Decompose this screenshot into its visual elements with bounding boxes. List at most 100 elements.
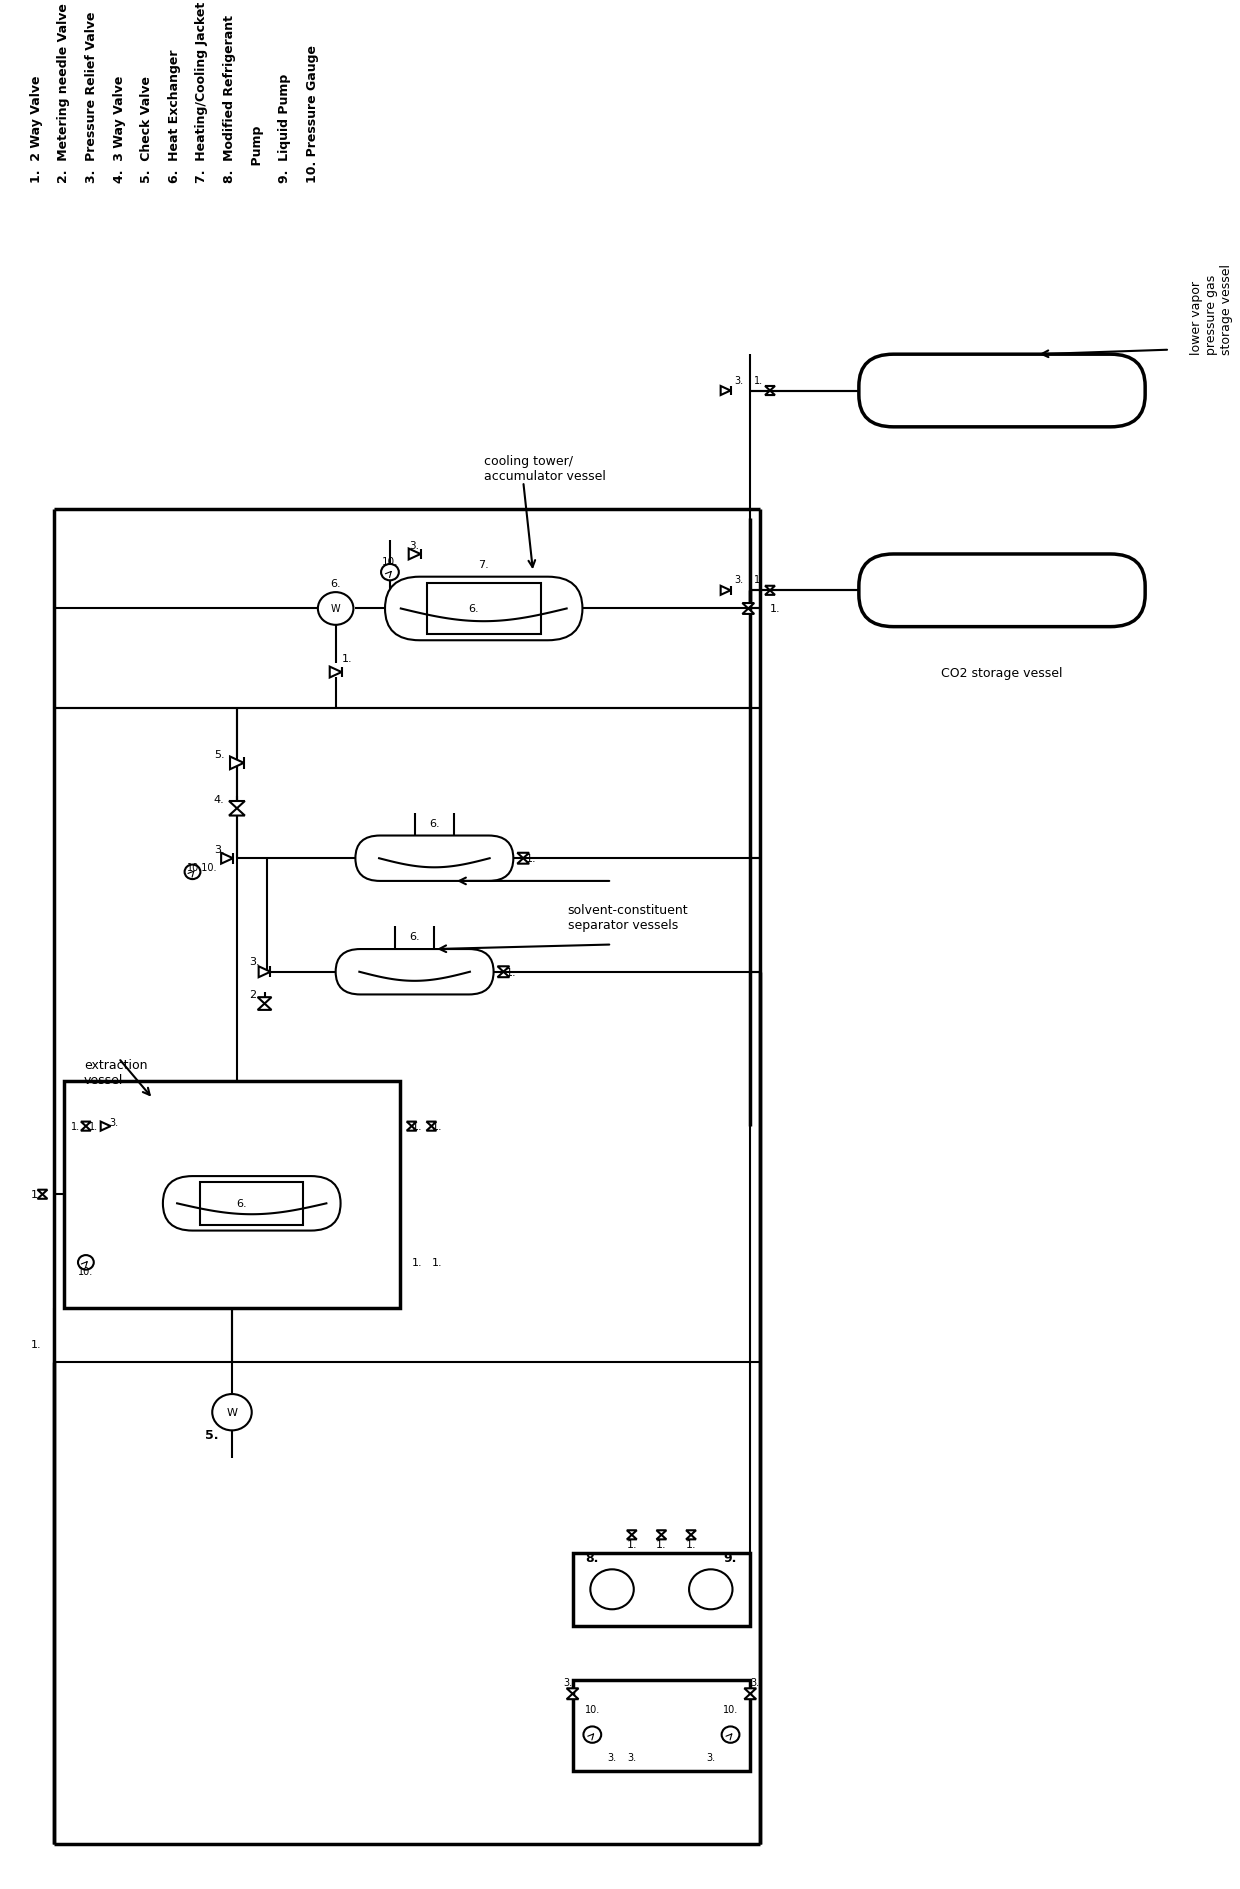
Circle shape: [185, 865, 201, 880]
Polygon shape: [765, 391, 775, 397]
Polygon shape: [743, 608, 754, 614]
Text: 7.: 7.: [479, 559, 489, 570]
Text: 10.: 10.: [585, 1704, 600, 1715]
Polygon shape: [765, 591, 775, 595]
FancyBboxPatch shape: [336, 950, 494, 996]
Text: 2.  Metering needle Valve: 2. Metering needle Valve: [57, 2, 71, 183]
Text: 3.: 3.: [627, 1753, 636, 1762]
Polygon shape: [37, 1190, 47, 1194]
FancyBboxPatch shape: [859, 555, 1146, 627]
Polygon shape: [427, 1122, 436, 1126]
Text: 6.: 6.: [469, 604, 479, 614]
Polygon shape: [567, 1689, 579, 1694]
Polygon shape: [100, 1122, 110, 1132]
Text: 1.: 1.: [526, 854, 537, 863]
Polygon shape: [407, 1126, 417, 1132]
Text: 9.: 9.: [724, 1551, 738, 1564]
Text: 3.: 3.: [109, 1116, 118, 1128]
Text: 4.: 4.: [213, 795, 224, 805]
Polygon shape: [229, 808, 244, 816]
Text: 4.  3 Way Valve: 4. 3 Way Valve: [113, 76, 125, 183]
Text: 1.: 1.: [754, 574, 763, 586]
Text: 1.: 1.: [626, 1540, 637, 1549]
Text: 6.: 6.: [237, 1200, 247, 1209]
Polygon shape: [656, 1530, 666, 1536]
Polygon shape: [686, 1530, 696, 1536]
Text: 3.  Pressure Relief Valve: 3. Pressure Relief Valve: [84, 11, 98, 183]
Polygon shape: [81, 1122, 91, 1126]
Bar: [64, 1081, 399, 1307]
Text: 3.: 3.: [734, 376, 743, 385]
Text: lower vapor
pressure gas
storage vessel: lower vapor pressure gas storage vessel: [1189, 264, 1233, 355]
Text: 1.: 1.: [506, 967, 517, 977]
Text: 6.: 6.: [330, 578, 341, 589]
Polygon shape: [720, 586, 730, 595]
Text: 9.  Liquid Pump: 9. Liquid Pump: [279, 74, 291, 183]
Text: 1.: 1.: [412, 1258, 423, 1268]
Polygon shape: [81, 1126, 91, 1132]
Text: 1.: 1.: [31, 1190, 42, 1200]
Text: 1.: 1.: [412, 1122, 423, 1132]
Text: 1.: 1.: [342, 654, 353, 665]
Text: 8.: 8.: [585, 1551, 599, 1564]
Polygon shape: [517, 854, 529, 859]
Text: 10. Pressure Gauge: 10. Pressure Gauge: [306, 45, 319, 183]
Polygon shape: [497, 973, 510, 979]
Polygon shape: [627, 1530, 637, 1536]
Circle shape: [78, 1256, 94, 1269]
Polygon shape: [258, 1003, 272, 1011]
Text: 6.: 6.: [429, 818, 440, 829]
Text: 3.: 3.: [213, 844, 224, 854]
Text: 1.: 1.: [89, 1122, 98, 1132]
FancyBboxPatch shape: [859, 355, 1146, 427]
Text: 1.: 1.: [432, 1258, 443, 1268]
Text: 3.: 3.: [249, 956, 260, 967]
Polygon shape: [567, 1694, 579, 1700]
Text: 10.: 10.: [78, 1268, 93, 1277]
Text: W: W: [227, 1407, 238, 1417]
Polygon shape: [744, 1689, 756, 1694]
FancyBboxPatch shape: [384, 578, 583, 640]
Text: 10.: 10.: [723, 1704, 738, 1715]
Polygon shape: [765, 387, 775, 391]
Text: 1.: 1.: [686, 1540, 697, 1549]
Polygon shape: [229, 757, 244, 771]
Text: 6.  Heat Exchanger: 6. Heat Exchanger: [167, 49, 181, 183]
Text: 3.: 3.: [409, 540, 419, 550]
Polygon shape: [221, 854, 233, 863]
Text: 1.  2 Way Valve: 1. 2 Way Valve: [30, 76, 42, 183]
Text: 1.: 1.: [754, 376, 763, 385]
Polygon shape: [407, 1122, 417, 1126]
Polygon shape: [686, 1536, 696, 1540]
Text: 5.  Check Valve: 5. Check Valve: [140, 76, 154, 183]
Text: 3.: 3.: [563, 1677, 572, 1687]
Bar: [201, 1183, 303, 1226]
Circle shape: [381, 565, 399, 582]
Polygon shape: [427, 1126, 436, 1132]
Text: 7.  Heating/Cooling Jacket: 7. Heating/Cooling Jacket: [196, 2, 208, 183]
Bar: [573, 1553, 750, 1626]
Polygon shape: [258, 997, 272, 1003]
FancyBboxPatch shape: [356, 837, 513, 882]
Circle shape: [584, 1727, 601, 1744]
Text: 6.: 6.: [409, 931, 420, 943]
Polygon shape: [497, 967, 510, 973]
Text: 1.: 1.: [656, 1540, 667, 1549]
Polygon shape: [627, 1536, 637, 1540]
Text: W: W: [331, 604, 341, 614]
Circle shape: [722, 1727, 739, 1744]
Polygon shape: [517, 859, 529, 863]
Text: cooling tower/
accumulator vessel: cooling tower/ accumulator vessel: [484, 455, 605, 484]
Text: 2.: 2.: [249, 990, 260, 999]
Polygon shape: [37, 1194, 47, 1200]
Polygon shape: [656, 1536, 666, 1540]
Polygon shape: [743, 604, 754, 608]
Circle shape: [689, 1570, 733, 1609]
Text: 1.: 1.: [432, 1122, 443, 1132]
Bar: [428, 584, 541, 635]
Text: 8.  Modified Refrigerant: 8. Modified Refrigerant: [223, 15, 236, 183]
Circle shape: [317, 593, 353, 625]
Bar: [573, 1679, 750, 1772]
Text: 5.: 5.: [206, 1428, 219, 1441]
Polygon shape: [765, 586, 775, 591]
